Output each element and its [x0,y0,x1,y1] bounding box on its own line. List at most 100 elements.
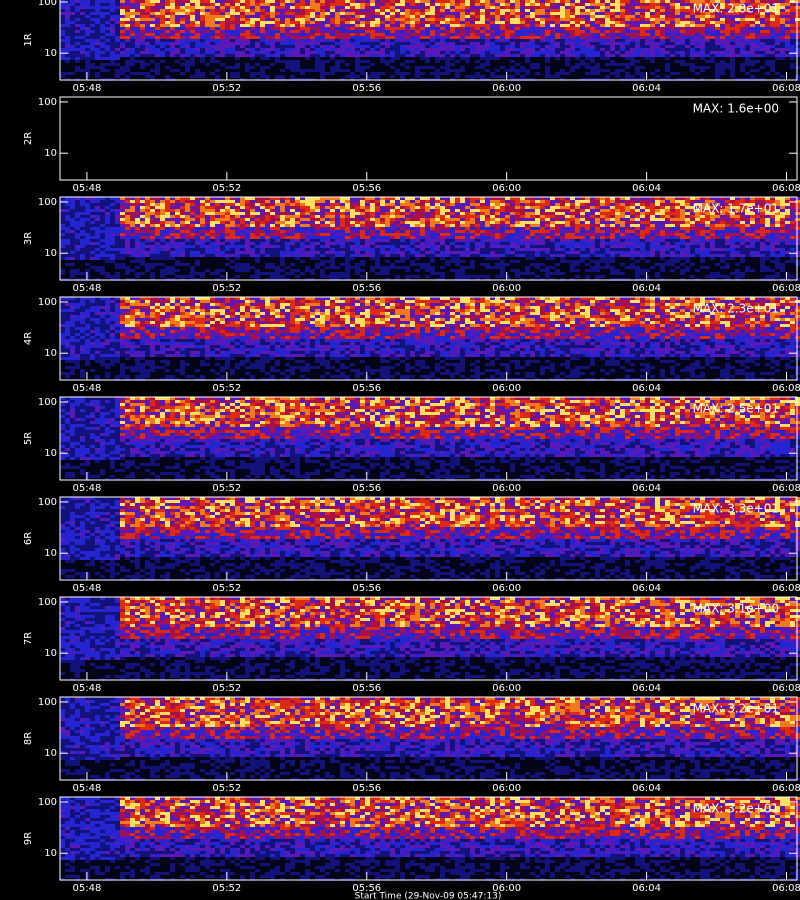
spectrogram-texture [120,397,800,427]
y-tick-label: 10 [44,148,57,159]
max-annotation: MAX: 1.7e+01 [693,202,779,216]
y-tick-label: 100 [38,397,57,408]
x-tick-label: 05:48 [73,83,102,94]
x-tick-label: 05:56 [352,783,381,794]
max-annotation: MAX: 1.6e+00 [693,102,779,116]
x-tick-label: 05:52 [212,583,241,594]
x-tick-label: 06:04 [632,283,661,294]
y-axis-label: 5R [23,432,34,445]
y-tick-label: 10 [44,548,57,559]
x-tick-label: 05:52 [212,383,241,394]
plot-frame [59,296,798,381]
y-tick-label: 10 [44,248,57,259]
spectrogram-texture [120,197,790,227]
plot-frame [59,196,798,281]
x-tick-label: 06:00 [492,383,521,394]
y-axis-label: 9R [23,832,34,845]
spectrogram-texture [120,0,800,27]
spectrogram-texture [60,397,800,460]
y-tick-label: 100 [38,497,57,508]
y-tick-label: 100 [38,297,57,308]
x-tick-label: 06:04 [632,883,661,894]
x-tick-label: 05:56 [352,883,381,894]
spectrogram-texture [120,0,800,27]
x-tick-label: 06:00 [492,783,521,794]
spectrogram-texture [60,197,800,281]
spectrogram-texture [60,497,795,560]
spectrogram-texture [120,297,800,339]
x-tick-label: 05:48 [73,683,102,694]
x-tick-label: 05:48 [73,583,102,594]
x-tick-label: 05:56 [352,283,381,294]
spectrogram-texture [60,297,800,381]
spectrogram-texture [120,0,800,39]
x-tick-label: 05:56 [352,183,381,194]
panel: 10 100 05:48 05:52 05:56 06:00 06:04 06:08 6R MAX… [23,496,800,594]
y-axis-label: 1R [23,33,34,46]
y-axis-label: 2R [23,132,34,145]
max-annotation: MAX: 3.2e+01 [693,702,779,716]
y-tick-label: 100 [38,97,57,108]
x-tick-label: 06:08 [772,683,800,694]
spectrogram-texture [120,797,795,827]
x-tick-label: 06:00 [492,483,521,494]
spectrogram-texture [60,497,800,581]
x-tick-label: 06:04 [632,583,661,594]
max-annotation: MAX: 3.1e+00 [693,602,779,616]
plot-frame [59,496,798,581]
max-annotation: MAX: 2.0e+01 [693,2,779,16]
panel: 10 100 05:48 05:52 05:56 06:00 06:04 06:08 2R MAX… [23,96,800,194]
panel: 10 100 05:48 05:52 05:56 06:00 06:04 06:08 7R MAX… [23,596,800,694]
panel: 10 100 05:48 05:52 05:56 06:00 06:04 06:08 8R MAX… [23,696,800,794]
y-tick-label: 10 [44,348,57,359]
x-tick-label: 06:00 [492,683,521,694]
x-tick-label: 05:56 [352,483,381,494]
x-tick-label: 06:04 [632,183,661,194]
x-tick-label: 06:04 [632,483,661,494]
spectrogram-texture [120,697,795,727]
x-tick-label: 06:04 [632,83,661,94]
spectrogram-texture [60,197,800,260]
spectrogram-texture [60,197,795,260]
spectrogram-texture [60,797,800,857]
x-tick-label: 05:52 [212,683,241,694]
spectrogram-texture [120,697,800,739]
x-tick-label: 05:56 [352,383,381,394]
panel: 10 100 05:48 05:52 05:56 06:00 06:04 06:08 4R MAX… [23,296,800,394]
spectrogram-texture [125,597,800,627]
y-tick-label: 10 [44,48,57,59]
spectrogram-texture [120,697,800,727]
x-tick-label: 06:08 [772,383,800,394]
y-axis-label: 3R [23,232,34,245]
max-annotation: MAX: 3.2e+01 [693,802,779,816]
y-tick-label: 10 [44,648,57,659]
x-tick-label: 06:08 [772,483,800,494]
max-annotation: MAX: 2.3e+01 [693,302,779,316]
spectrogram-texture [120,497,800,527]
x-tick-label: 05:52 [212,483,241,494]
panel: 10 100 05:48 05:52 05:56 06:00 06:04 06:08 3R MAX… [23,196,800,294]
x-tick-label: 06:00 [492,283,521,294]
x-tick-label: 05:48 [73,783,102,794]
x-tick-label: 06:08 [772,883,800,894]
plot-frame [59,596,798,681]
x-tick-label: 05:52 [212,883,241,894]
y-tick-label: 100 [38,597,57,608]
x-tick-label: 05:48 [73,483,102,494]
plot-frame [59,396,798,481]
plot-frame [59,96,798,181]
max-annotation: MAX: 2.5e+01 [693,402,779,416]
plot-frame [59,696,798,781]
x-tick-label: 06:08 [772,783,800,794]
x-tick-label: 06:00 [492,883,521,894]
spectrogram-texture [120,797,800,827]
y-tick-label: 100 [38,197,57,208]
y-tick-label: 100 [38,0,57,8]
spectrogram-texture [120,197,800,227]
x-tick-label: 05:52 [212,183,241,194]
x-tick-label: 06:08 [772,183,800,194]
y-axis-label: 7R [23,632,34,645]
x-tick-label: 05:48 [73,183,102,194]
